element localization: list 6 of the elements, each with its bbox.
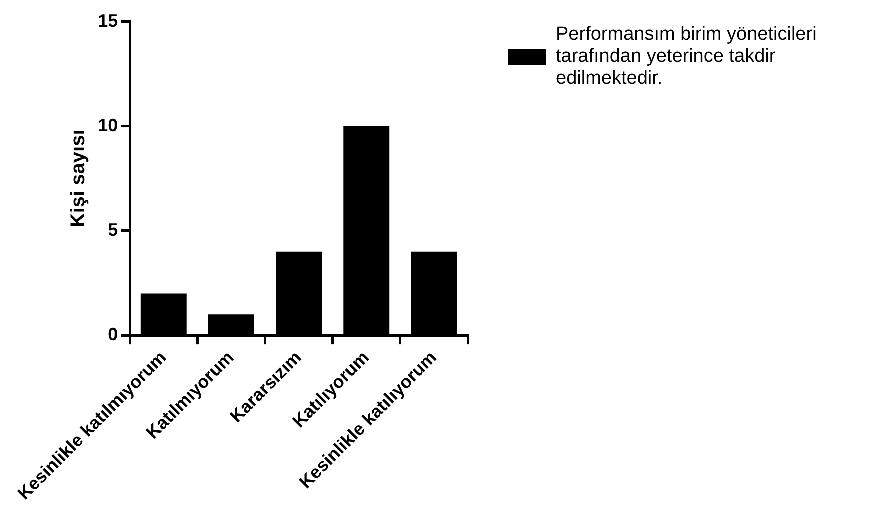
y-tick-label: 0 (108, 324, 118, 345)
y-tick-label: 5 (108, 220, 118, 240)
y-axis-title: Kişi sayısı (68, 130, 90, 228)
y-tick-label: 15 (98, 10, 118, 31)
y-tick-label: 10 (98, 115, 118, 136)
legend-label: Performansım birim yöneticileri tarafından yeterince takdir edilmektedir. (556, 24, 818, 90)
